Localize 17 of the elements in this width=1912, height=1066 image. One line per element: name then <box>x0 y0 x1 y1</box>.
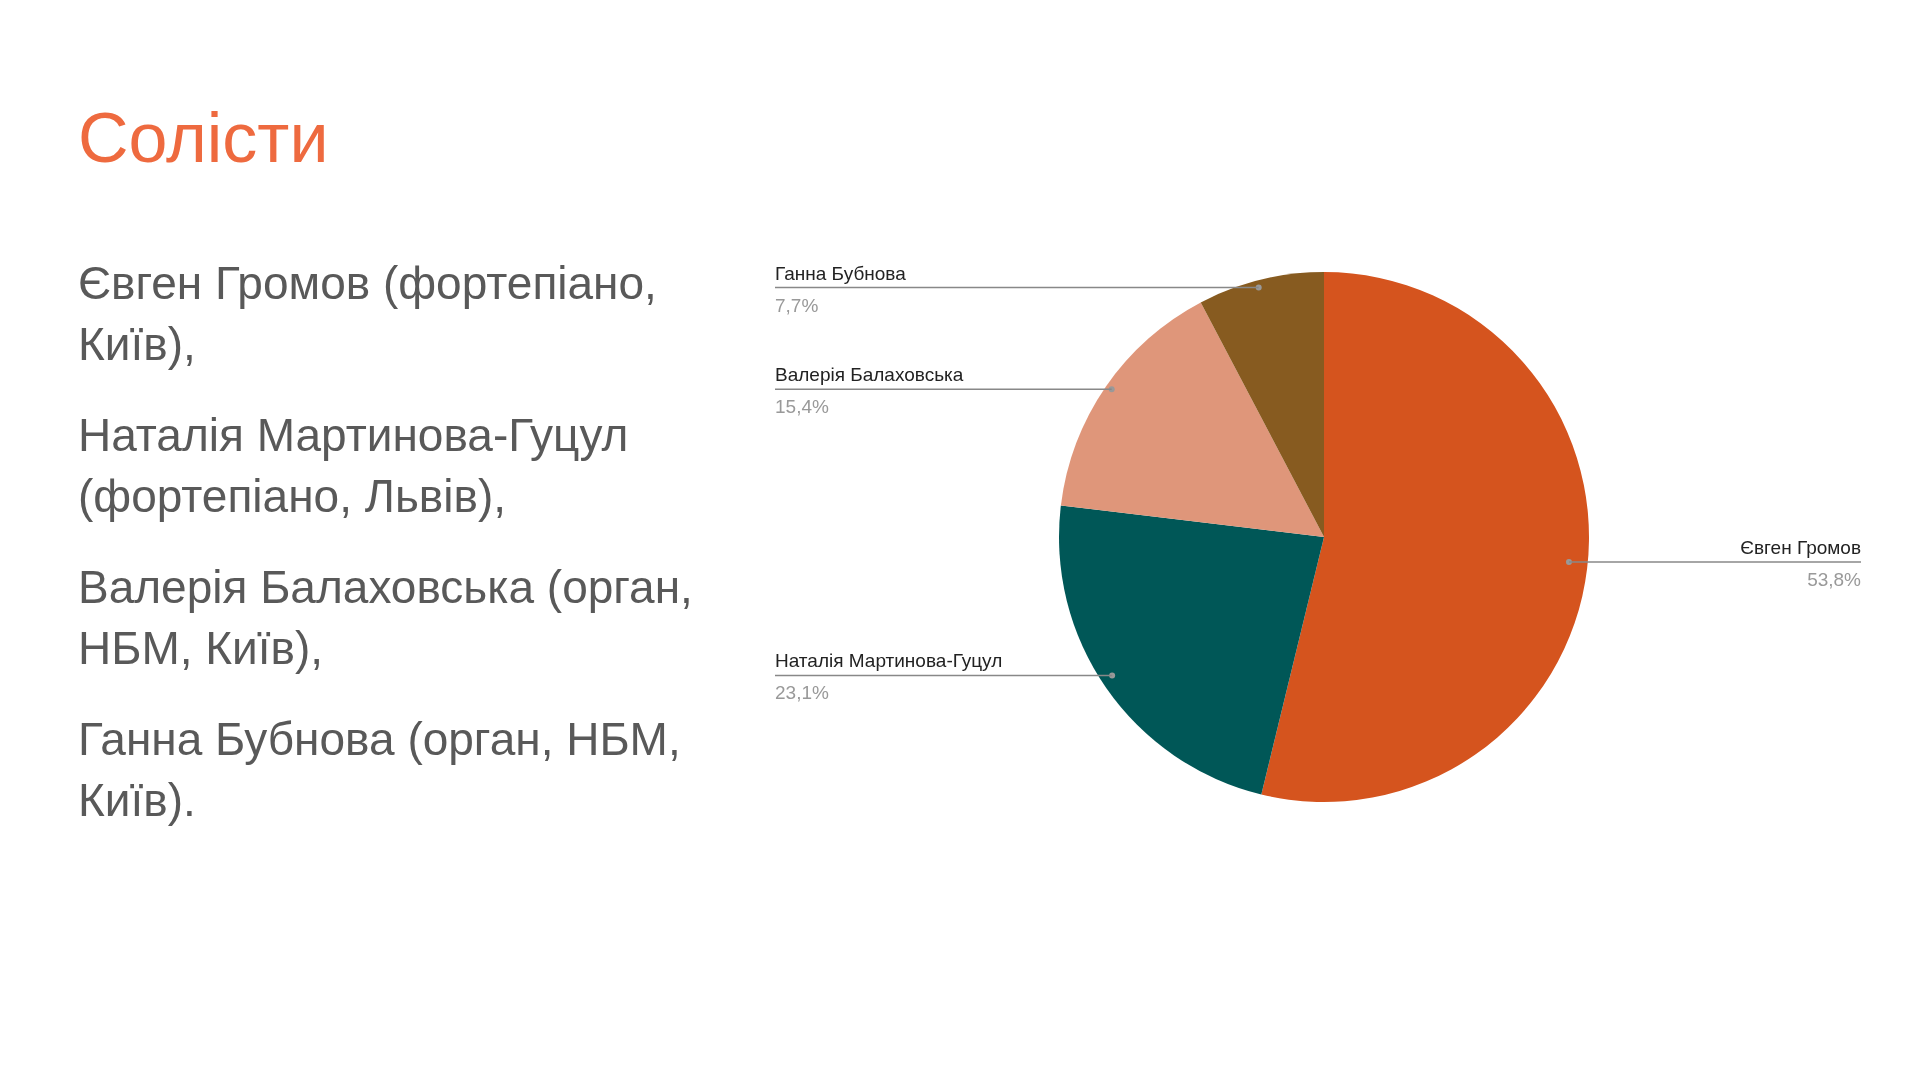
slice-label: Ганна Бубнова <box>775 262 907 284</box>
text: Солісти <box>78 98 329 178</box>
data-label: 53,8% <box>1807 568 1862 590</box>
slice-label: Євген Громов <box>1740 536 1861 558</box>
pie-slice <box>1059 505 1324 795</box>
text: Валерія Балаховська (орган, НБМ, Київ), <box>78 560 694 676</box>
text: Євген Громов (фортепіано, Київ), <box>78 256 658 372</box>
pie-slice <box>1200 272 1324 537</box>
slice-label: Валерія Балаховська <box>775 364 964 386</box>
text: Наталія Мартинова-Гуцул (фортепіано, Львів), <box>78 408 630 524</box>
data-label: 15,4% <box>775 396 829 418</box>
pie-slice <box>1261 272 1589 802</box>
slice-label: Наталія Мартинова-Гуцул <box>775 650 1003 672</box>
text: Ганна Бубнова (орган, НБМ, Київ). <box>78 712 682 828</box>
data-label: 23,1% <box>775 682 829 704</box>
pie-slice <box>1060 302 1324 537</box>
data-label: 7,7% <box>775 294 819 316</box>
